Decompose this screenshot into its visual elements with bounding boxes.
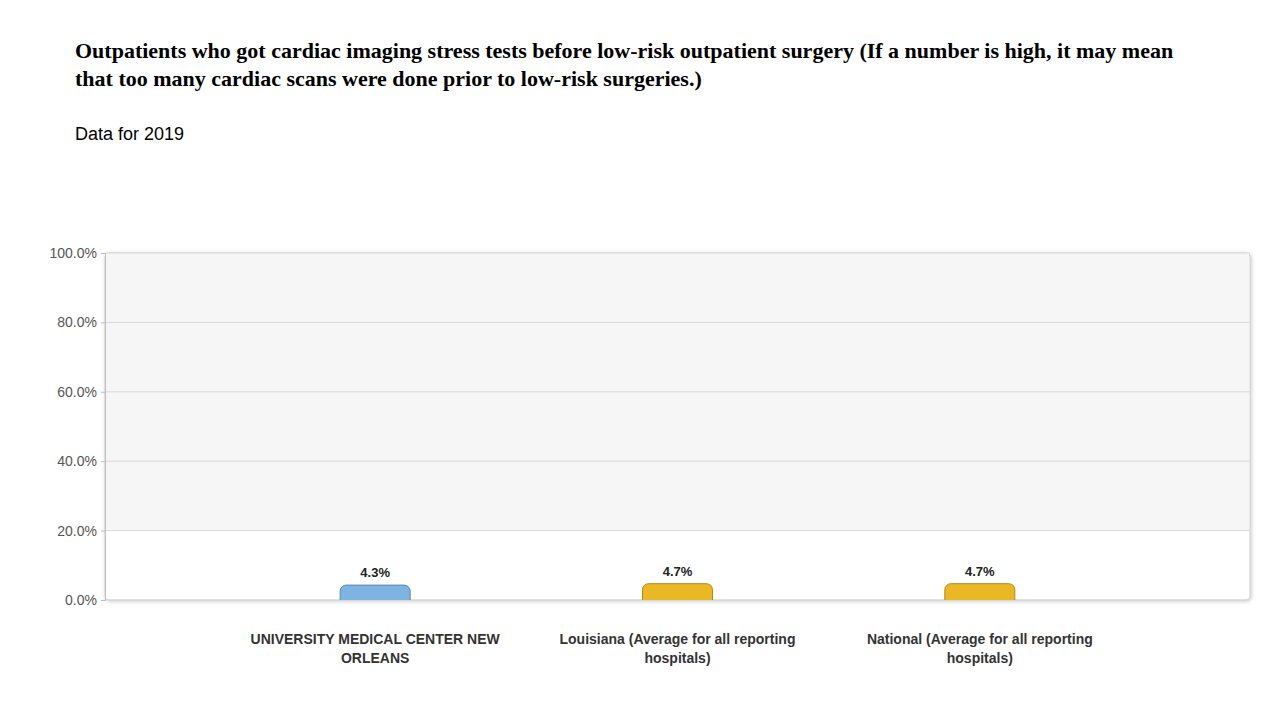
x-labels: UNIVERSITY MEDICAL CENTER NEW ORLEANS Loui…: [251, 631, 1093, 666]
bar: [340, 585, 410, 600]
title: Outpatients who got cardiac imaging stre…: [75, 38, 1173, 91]
bars: [340, 584, 1015, 600]
tick-label: 20.0%: [57, 523, 97, 539]
tick-mark: [101, 531, 105, 532]
tick: 100.0%: [50, 245, 105, 261]
text-line: that too many cardiac scans were done pr…: [75, 66, 702, 91]
tick-mark: [101, 322, 105, 323]
grid-line: [105, 461, 1250, 462]
bar: [945, 584, 1015, 600]
tick: 60.0%: [57, 384, 105, 400]
tick-mark: [101, 392, 105, 393]
grid-band: [106, 322, 1249, 391]
text-line: National (Average for all reporting: [867, 631, 1093, 647]
tick: 20.0%: [57, 523, 105, 539]
text-line: Outpatients who got cardiac imaging stre…: [75, 38, 1173, 63]
data-label: 4.7%: [663, 564, 693, 579]
text-line: hospitals): [644, 650, 710, 666]
grid-band: [106, 461, 1249, 530]
grid-line: [105, 530, 1250, 531]
chart: Outpatients who got cardiac imaging stre…: [0, 0, 1280, 720]
y-axis: 0.0% 20.0% 40.0% 60.0% 80.0% 100.0%: [50, 245, 106, 608]
data-label: 4.7%: [965, 564, 995, 579]
category-label: Louisiana (Average for all reporting hosp…: [560, 631, 796, 666]
bar: [643, 584, 713, 600]
data-labels: 4.3% 4.7% 4.7%: [360, 564, 995, 580]
grid-band: [106, 392, 1249, 461]
grid-line: [105, 253, 1250, 254]
grid-line: [105, 322, 1250, 323]
tick: 40.0%: [57, 453, 105, 469]
category-label: National (Average for all reporting hospi…: [867, 631, 1093, 666]
text-line: ORLEANS: [341, 650, 409, 666]
tick-label: 80.0%: [57, 314, 97, 330]
tick-label: 100.0%: [50, 245, 97, 261]
plot-frame: [105, 253, 1250, 600]
subtitle: Data for 2019: [75, 124, 184, 144]
data-label: 4.3%: [360, 565, 390, 580]
tick-label: 40.0%: [57, 453, 97, 469]
axis-line: [101, 254, 106, 601]
tick: 0.0%: [65, 592, 105, 608]
text-line: Louisiana (Average for all reporting: [560, 631, 796, 647]
text-line: hospitals): [947, 650, 1013, 666]
tick-label: 60.0%: [57, 384, 97, 400]
text-line: UNIVERSITY MEDICAL CENTER NEW: [251, 631, 501, 647]
grid-line: [105, 391, 1250, 392]
tick-mark: [101, 461, 105, 462]
category-label: UNIVERSITY MEDICAL CENTER NEW ORLEANS: [251, 631, 501, 666]
tick: 80.0%: [57, 314, 105, 330]
bands: [106, 253, 1249, 531]
tick-mark: [101, 253, 105, 254]
tick-label: 0.0%: [65, 592, 97, 608]
grid-band: [106, 253, 1249, 322]
grid: [105, 253, 1250, 600]
tick-mark: [101, 600, 105, 601]
